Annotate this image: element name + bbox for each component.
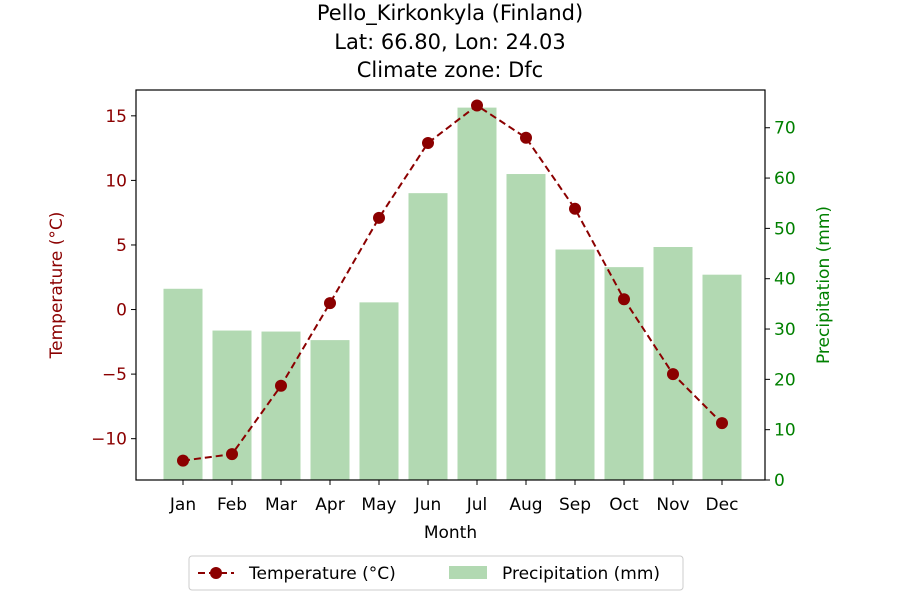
temperature-point (618, 293, 630, 306)
temperature-point (177, 454, 189, 467)
precipitation-bar (506, 174, 546, 481)
chart-title-line: Lat: 66.80, Lon: 24.03 (334, 30, 565, 54)
precipitation-bar (163, 288, 203, 480)
temperature-line (177, 99, 728, 467)
x-tick-label: Oct (609, 495, 639, 515)
x-tick-label: Dec (706, 495, 739, 515)
right-tick-label: 0 (774, 471, 785, 491)
x-tick-label: Feb (217, 495, 247, 515)
left-tick-label: 15 (105, 107, 127, 127)
x-tick-label: Apr (315, 495, 344, 515)
precipitation-bar (359, 302, 399, 480)
temperature-point (324, 297, 336, 310)
axes: −10 −5 0 5 10 15 0 10 20 30 40 50 60 70 Jan Feb Mar Apr Ma… (47, 89, 834, 543)
left-tick-label: −10 (91, 430, 127, 450)
legend-box (188, 555, 684, 591)
y-left-axis-label: Temperature (°C) (47, 212, 67, 360)
precipitation-bar (310, 340, 350, 480)
temperature-point (373, 211, 385, 224)
x-tick-label: May (361, 495, 396, 515)
x-tick-label: Jun (414, 495, 442, 515)
x-tick-label: Jan (169, 495, 196, 515)
x-tick-label: Mar (265, 495, 297, 515)
chart-title-line: Pello_Kirkonkyla (Finland) (317, 1, 583, 26)
legend: Temperature (°C) Precipitation (mm) (188, 555, 684, 591)
temperature-point (569, 202, 581, 215)
precipitation-bar (457, 107, 497, 480)
temperature-point (716, 417, 728, 430)
chart-title: Pello_Kirkonkyla (Finland) Lat: 66.80, Lo… (317, 1, 583, 82)
temperature-point (422, 136, 434, 149)
x-tick-label: Nov (656, 495, 689, 515)
right-tick-label: 50 (774, 219, 796, 239)
x-tick-label: Jul (466, 495, 488, 515)
right-tick-label: 70 (774, 119, 796, 139)
temperature-point (667, 368, 679, 381)
left-tick-label: 10 (105, 171, 127, 191)
legend-label-precipitation: Precipitation (mm) (502, 564, 660, 584)
precipitation-bar (261, 331, 301, 480)
precipitation-bar (555, 249, 595, 480)
left-tick-label: −5 (102, 365, 127, 385)
plot-frame (135, 89, 766, 481)
x-axis-label: Month (424, 523, 477, 543)
right-tick-label: 40 (774, 270, 796, 290)
y-right-axis-label: Precipitation (mm) (814, 206, 834, 364)
temperature-point (275, 379, 287, 392)
left-tick-label: 5 (116, 236, 127, 256)
precipitation-bar (702, 274, 742, 480)
temperature-line-path (182, 104, 723, 462)
legend-label-temperature: Temperature (°C) (248, 564, 396, 584)
temperature-point (520, 131, 532, 144)
temperature-point (226, 448, 238, 461)
right-tick-label: 60 (774, 169, 796, 189)
right-tick-label: 10 (774, 421, 796, 441)
right-tick-label: 20 (774, 370, 796, 390)
precipitation-bars (163, 107, 742, 481)
x-tick-label: Aug (509, 495, 542, 515)
left-tick-label: 0 (116, 301, 127, 321)
precipitation-bar (653, 247, 693, 480)
chart-title-line: Climate zone: Dfc (357, 58, 543, 82)
legend-marker-swatch (210, 567, 222, 579)
x-tick-label: Sep (559, 495, 591, 515)
legend-bar-swatch (449, 566, 487, 579)
right-tick-label: 30 (774, 320, 796, 340)
temperature-point (471, 99, 483, 112)
precipitation-bar (408, 193, 448, 480)
